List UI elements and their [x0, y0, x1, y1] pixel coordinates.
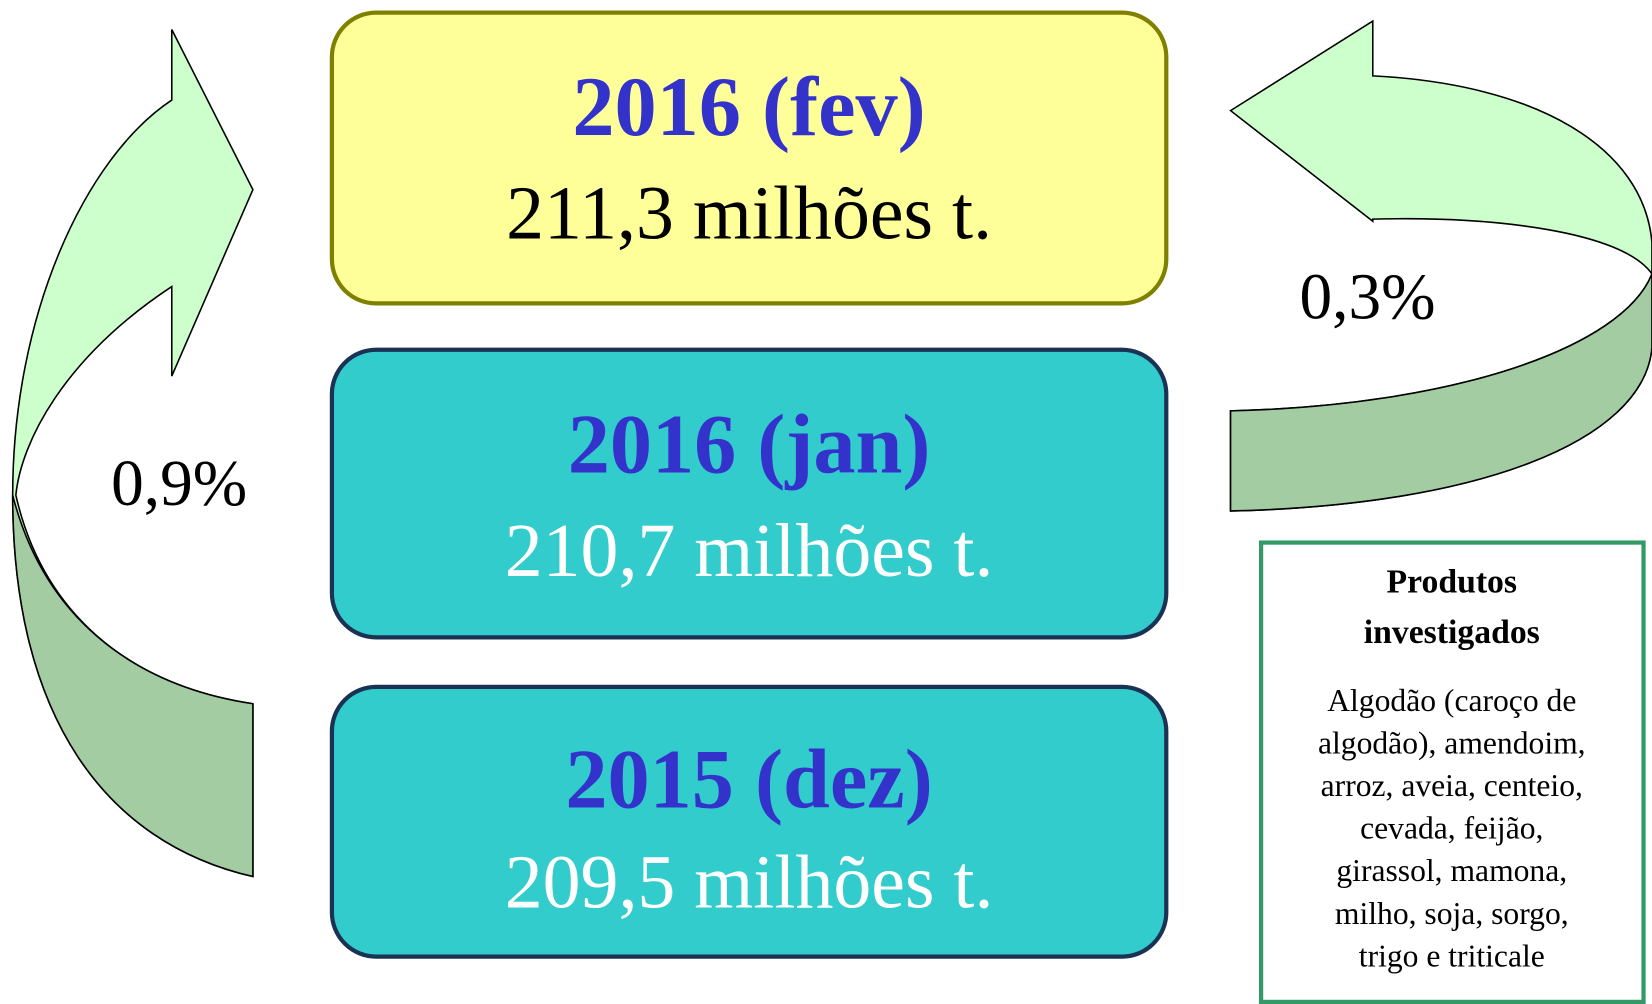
box-dez	[329, 684, 1169, 959]
products-line: trigo e triticale	[1359, 938, 1545, 973]
products-line: girassol, mamona,	[1336, 853, 1567, 888]
box-fev	[329, 10, 1169, 306]
products-line: cevada, feijão,	[1360, 811, 1543, 846]
box-value: 211,3 milhões t.	[506, 172, 992, 256]
change-left: 0,9%	[111, 448, 247, 520]
box-title: 2016 (fev)	[572, 61, 925, 154]
box-title: 2016 (jan)	[568, 398, 931, 491]
box-jan	[329, 347, 1169, 640]
box-title: 2015 (dez)	[565, 733, 932, 826]
box-value: 209,5 milhões t.	[505, 841, 994, 925]
box-value: 210,7 milhões t.	[505, 509, 994, 593]
left-arrow-shade	[11, 494, 254, 878]
products-line: Algodão (caroço de	[1327, 683, 1576, 718]
products-line: milho, soja, sorgo,	[1335, 896, 1569, 931]
products-title: Produtos	[1387, 563, 1517, 600]
products-title: investigados	[1364, 614, 1540, 651]
products-line: algodão), amendoim,	[1318, 726, 1586, 761]
products-text: Produtos investigados Algodão (caroço de al…	[1318, 563, 1586, 973]
change-right: 0,3%	[1299, 261, 1435, 333]
products-line: arroz, aveia, centeio,	[1321, 768, 1583, 803]
right-arrow-shade	[1229, 273, 1652, 512]
products-box	[1258, 540, 1646, 1004]
